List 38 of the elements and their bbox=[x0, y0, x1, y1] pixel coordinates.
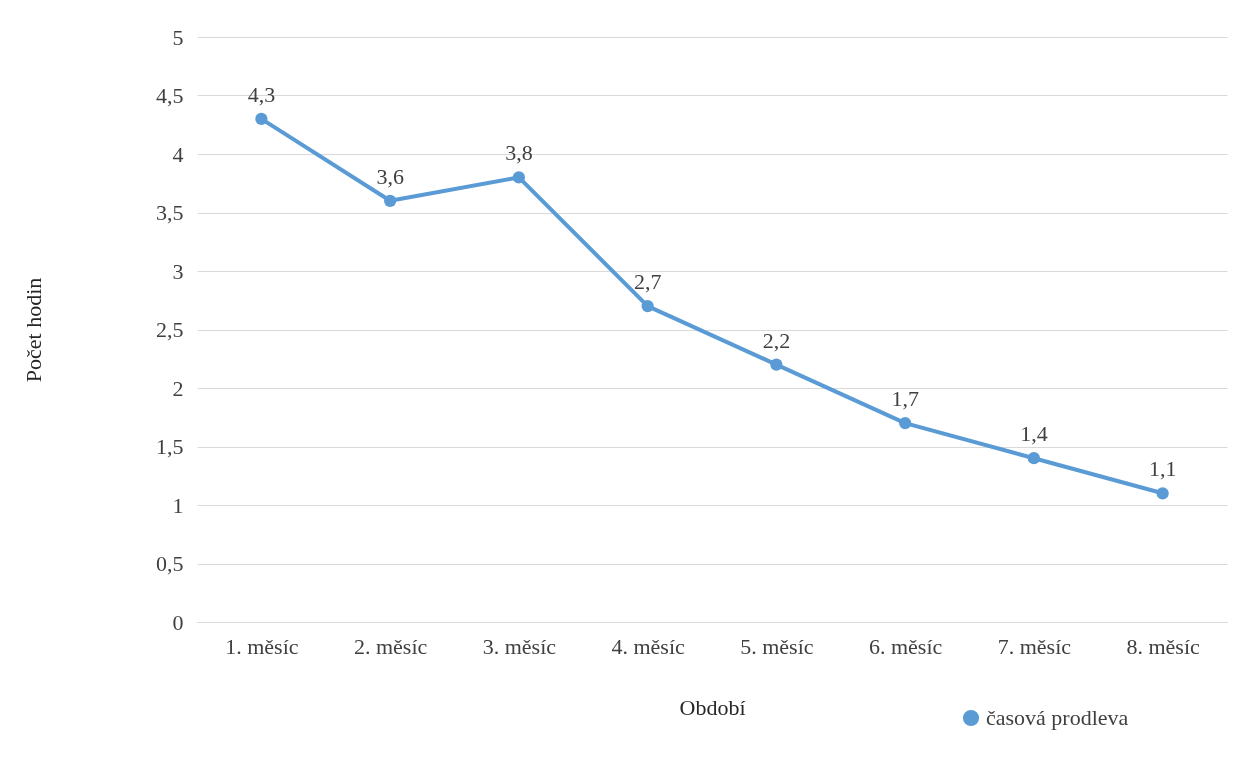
x-tick-label: 7. měsíc bbox=[997, 633, 1072, 659]
x-tick-label: 2. měsíc bbox=[353, 633, 428, 659]
y-tick-label: 1 bbox=[172, 492, 184, 518]
x-tick-label: 8. měsíc bbox=[1126, 633, 1201, 659]
data-label: 2,2 bbox=[762, 327, 791, 353]
y-tick-label: 2,5 bbox=[156, 317, 184, 342]
point bbox=[1027, 452, 1040, 465]
point bbox=[512, 171, 525, 184]
x-tick-label: 1. měsíc bbox=[225, 633, 299, 659]
y-tick-label: 1,5 bbox=[156, 434, 184, 459]
data-label: 1,1 bbox=[1148, 456, 1177, 482]
y-tick-label: 5 bbox=[172, 24, 184, 50]
y-tick-label: 4 bbox=[172, 141, 184, 167]
data-label: 4,3 bbox=[247, 81, 276, 107]
data-label: 1,7 bbox=[891, 386, 919, 412]
y-axis-title: Počet hodin bbox=[21, 277, 46, 383]
data-label: 1,4 bbox=[1020, 421, 1048, 447]
y-tick-label: 2 bbox=[172, 375, 184, 401]
point bbox=[770, 358, 783, 371]
x-tick-label: 5. měsíc bbox=[740, 633, 814, 659]
x-tick-label: 3. měsíc bbox=[482, 633, 557, 659]
x-axis-title: Období bbox=[679, 694, 746, 720]
data-label: 3,8 bbox=[505, 140, 533, 166]
x-tick-label: 6. měsíc bbox=[868, 633, 943, 659]
y-tick-label: 0,5 bbox=[156, 551, 184, 576]
point bbox=[1156, 487, 1169, 500]
point bbox=[641, 299, 654, 313]
y-tick-label: 0 bbox=[172, 609, 184, 635]
legend-label: časová prodleva bbox=[986, 705, 1129, 730]
y-tick-label: 3,5 bbox=[156, 200, 184, 225]
y-tick-label: 4,5 bbox=[156, 83, 184, 108]
data-label: 2,7 bbox=[633, 269, 662, 295]
point bbox=[384, 194, 397, 207]
data-label: 3,6 bbox=[376, 163, 404, 189]
y-tick-label: 3 bbox=[172, 258, 184, 284]
point bbox=[899, 416, 912, 430]
x-tick-label: 4. měsíc bbox=[611, 633, 686, 659]
point bbox=[255, 112, 268, 126]
